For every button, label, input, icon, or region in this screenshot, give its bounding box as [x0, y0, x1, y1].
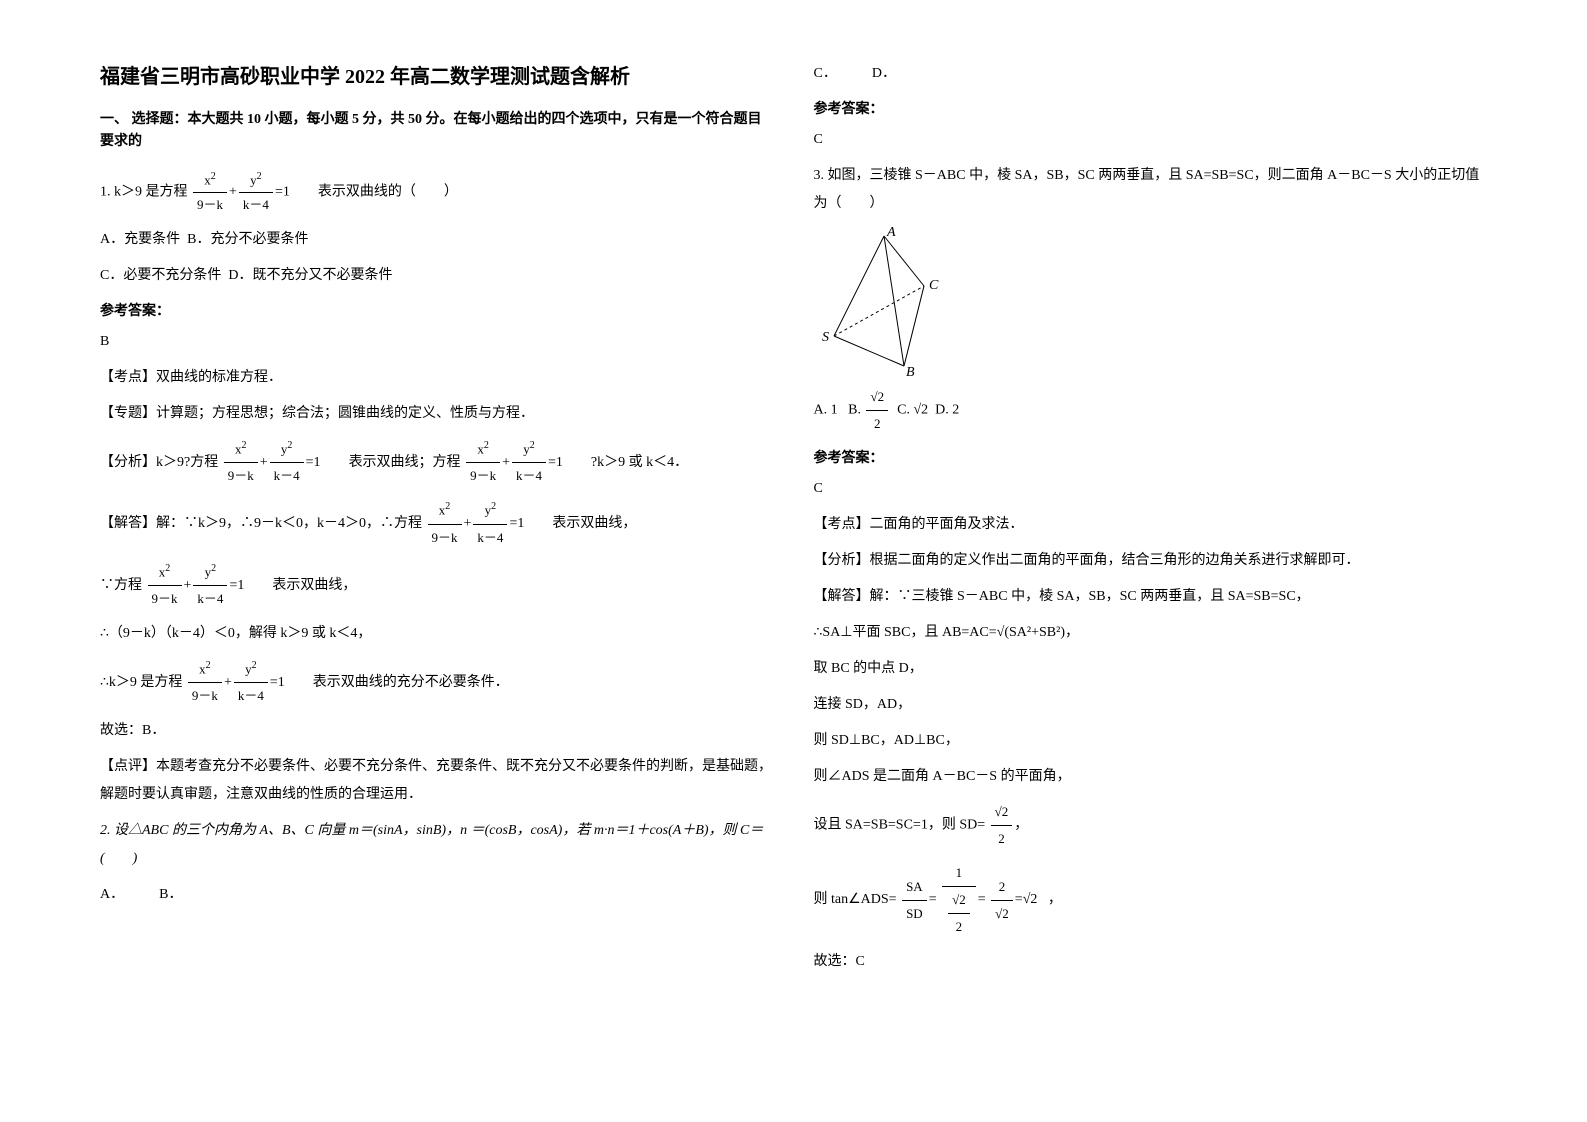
svg-text:A: A — [886, 226, 896, 240]
q3-p5: 取 BC 的中点 D， — [814, 655, 1488, 683]
svg-text:B: B — [906, 365, 915, 376]
q3-options: A. 1 B. √22 C. √2 D. 2 — [814, 384, 1488, 437]
q3-p11: 故选：C — [814, 948, 1488, 976]
q3-p9: 设且 SA=SB=SC=1，则 SD= √22， — [814, 799, 1488, 852]
q1-options-ab: A．充要条件 B．充分不必要条件 — [100, 226, 774, 254]
q3-answer: C — [814, 475, 1488, 503]
section-1-heading: 一、 选择题：本大题共 10 小题，每小题 5 分，共 50 分。在每小题给出的… — [100, 109, 774, 154]
q3-p6: 连接 SD，AD， — [814, 691, 1488, 719]
q3-p4: ∴SA⊥平面 SBC，且 AB=AC=√(SA²+SB²)， — [814, 619, 1488, 647]
question-1: 1. k＞9 是方程 x29－k+y2k－4=1 表示双曲线的（ ） — [100, 168, 774, 216]
svg-text:S: S — [822, 330, 829, 345]
q2-opt-ab: A． B． — [100, 881, 774, 909]
q2-text: 2. 设△ABC 的三个内角为 A、B、C 向量 m＝(sinA，sinB)，n… — [100, 817, 774, 873]
q3-text: 3. 如图，三棱锥 S－ABC 中，棱 SA，SB，SC 两两垂直，且 SA=S… — [814, 162, 1488, 218]
q2-answer-label: 参考答案： — [814, 98, 1488, 118]
q3-fenxi: 【分析】根据二面角的定义作出二面角的平面角，结合三角形的边角关系进行求解即可． — [814, 547, 1488, 575]
q1-zhuanti: 【专题】计算题；方程思想；综合法；圆锥曲线的定义、性质与方程． — [100, 400, 774, 428]
svg-text:C: C — [929, 278, 939, 293]
q1-p5: ∵方程 x29－k+y2k－4=1 表示双曲线， — [100, 559, 774, 612]
q3-p8: 则∠ADS 是二面角 A－BC－S 的平面角， — [814, 763, 1488, 791]
q1-p6: ∴（9－k）（k－4）＜0，解得 k＞9 或 k＜4， — [100, 620, 774, 648]
q1-jieda: 【解答】解：∵k＞9，∴9－k＜0，k－4＞0，∴方程 x29－k+y2k－4=… — [100, 497, 774, 550]
q3-answer-label: 参考答案： — [814, 447, 1488, 467]
q3-kaodian: 【考点】二面角的平面角及求法． — [814, 511, 1488, 539]
q1-prefix: 1. k＞9 是方程 — [100, 184, 188, 199]
fraction-1: x29－k — [193, 168, 227, 216]
right-column: C． D． 参考答案： C 3. 如图，三棱锥 S－ABC 中，棱 SA，SB，… — [814, 60, 1488, 1062]
q1-answer-label: 参考答案： — [100, 300, 774, 320]
q1-suffix: 表示双曲线的（ ） — [318, 184, 458, 199]
q3-p10: 则 tan∠ADS= SASD= 1√22= 2√2=√2 ， — [814, 860, 1488, 940]
q1-answer: B — [100, 328, 774, 356]
tetrahedron-diagram: A C S B — [814, 226, 964, 376]
q2-opt-cd: C． D． — [814, 60, 1488, 88]
left-column: 福建省三明市高砂职业中学 2022 年高二数学理测试题含解析 一、 选择题：本大… — [100, 60, 774, 1062]
q3-p7: 则 SD⊥BC，AD⊥BC， — [814, 727, 1488, 755]
q2-answer: C — [814, 126, 1488, 154]
page-title: 福建省三明市高砂职业中学 2022 年高二数学理测试题含解析 — [100, 60, 774, 89]
q1-p8: 故选：B． — [100, 717, 774, 745]
q1-p7: ∴k＞9 是方程 x29－k+y2k－4=1 表示双曲线的充分不必要条件． — [100, 656, 774, 709]
q3-jieda: 【解答】解：∵三棱锥 S－ABC 中，棱 SA，SB，SC 两两垂直，且 SA=… — [814, 583, 1488, 611]
q1-options-cd: C．必要不充分条件 D．既不充分又不必要条件 — [100, 262, 774, 290]
q1-dianping: 【点评】本题考查充分不必要条件、必要不充分条件、充要条件、既不充分又不必要条件的… — [100, 753, 774, 809]
q1-kaodian: 【考点】双曲线的标准方程． — [100, 364, 774, 392]
q1-fenxi: 【分析】k＞9?方程 x29－k+y2k－4=1 表示双曲线；方程 x29－k+… — [100, 436, 774, 489]
fraction-2: y2k－4 — [239, 168, 273, 216]
